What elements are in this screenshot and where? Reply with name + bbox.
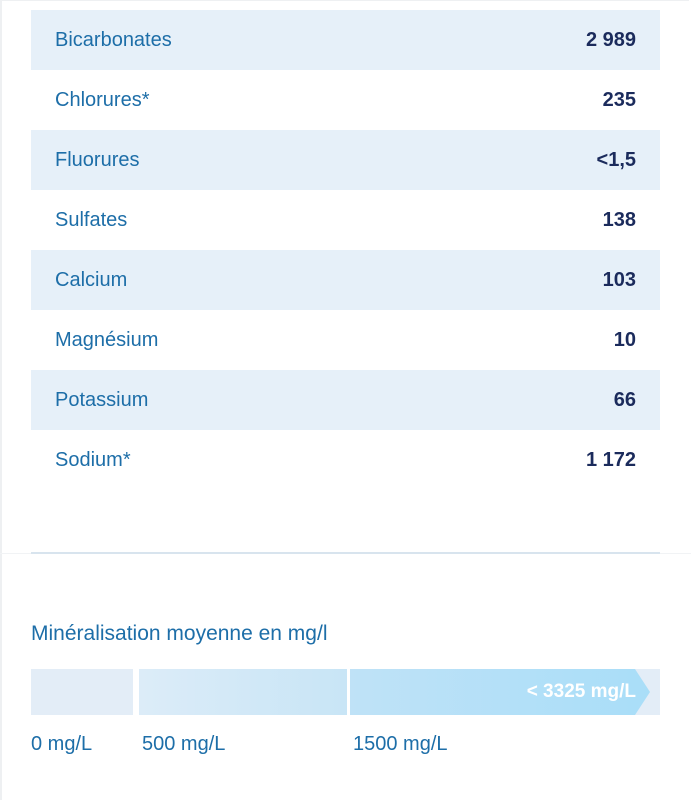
mineral-name: Sodium* — [55, 448, 131, 471]
mineral-value: 10 — [613, 328, 636, 351]
mineral-value: <1,5 — [596, 148, 636, 171]
bar-segment-high — [350, 669, 650, 715]
table-row: Calcium 103 — [31, 250, 660, 310]
scale-label-1500: 1500 mg/L — [353, 733, 448, 755]
mineralisation-value: < 3325 mg/L — [526, 681, 636, 702]
table-row: Sulfates 138 — [31, 190, 660, 250]
mineral-value: 103 — [602, 268, 636, 291]
scale-label-500: 500 mg/L — [142, 733, 226, 755]
mineral-value: 235 — [602, 88, 636, 111]
mineralisation-title: Minéralisation moyenne en mg/l — [31, 622, 328, 645]
divider — [31, 552, 660, 554]
mineral-name: Sulfates — [55, 208, 128, 231]
mineral-value: 138 — [602, 208, 636, 231]
table-row: Sodium* 1 172 — [31, 430, 660, 490]
mineral-name: Bicarbonates — [55, 28, 172, 51]
mineral-name: Fluorures — [55, 148, 140, 171]
bar-segment-mid — [139, 669, 347, 715]
table-row: Potassium 66 — [31, 370, 660, 430]
mineral-name: Chlorures* — [55, 88, 150, 111]
mineral-value: 66 — [613, 388, 636, 411]
mineral-value: 2 989 — [585, 28, 636, 51]
mineral-value: 1 172 — [585, 448, 636, 471]
table-row: Magnésium 10 — [31, 310, 660, 370]
mineral-table: Bicarbonates 2 989 Chlorures* 235 Fluorure… — [31, 10, 660, 490]
bar-segment-low — [31, 669, 133, 715]
mineralisation-bar: < 3325 mg/L — [31, 669, 660, 715]
table-row: Fluorures <1,5 — [31, 130, 660, 190]
mineral-name: Calcium — [55, 268, 128, 291]
table-row: Chlorures* 235 — [31, 70, 660, 130]
table-row: Bicarbonates 2 989 — [31, 10, 660, 70]
mineral-name: Potassium — [55, 388, 149, 411]
mineral-name: Magnésium — [55, 328, 159, 351]
scale-label-0: 0 mg/L — [31, 733, 93, 755]
